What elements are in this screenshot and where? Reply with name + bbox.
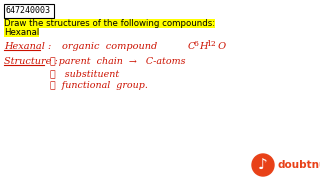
Text: doubtnut: doubtnut [277,160,320,170]
Text: Hexanal :: Hexanal : [4,42,51,51]
Text: O: O [215,42,226,51]
Text: Hexanal: Hexanal [4,28,39,37]
Text: ②   substituent: ② substituent [50,69,119,78]
Text: 12: 12 [206,40,216,48]
Text: H: H [199,42,207,51]
Text: ③  functional  group.: ③ functional group. [50,81,148,90]
Text: 647240003: 647240003 [6,6,51,15]
Text: C: C [188,42,196,51]
Circle shape [252,154,274,176]
Text: organic  compound: organic compound [62,42,157,51]
Text: 6: 6 [194,40,199,48]
Text: ♪: ♪ [258,158,268,172]
Text: ① parent  chain  →   C-atoms: ① parent chain → C-atoms [50,57,186,66]
Text: Structure :: Structure : [4,57,58,66]
Text: Draw the structures of the following compounds:: Draw the structures of the following com… [4,19,215,28]
